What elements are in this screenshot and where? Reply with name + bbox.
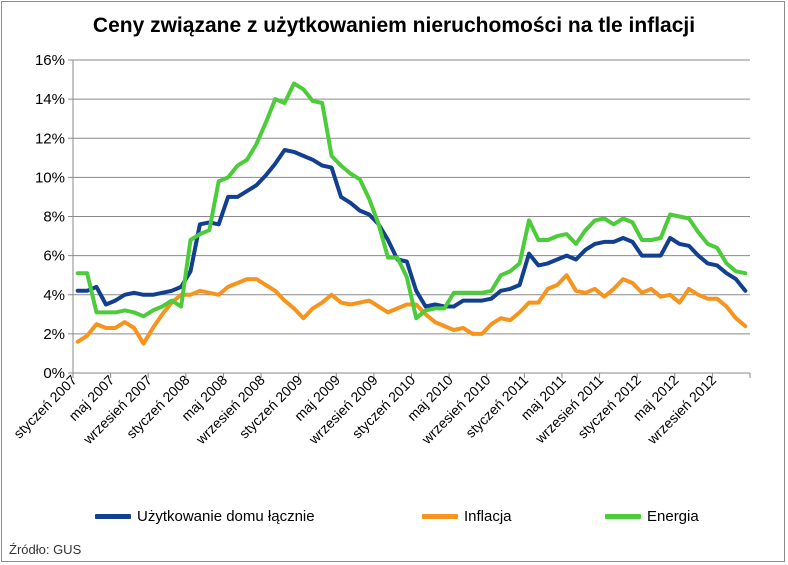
y-tick-label: 4% [43, 287, 65, 304]
series-lines [75, 81, 748, 346]
y-tick-label: 12% [35, 130, 65, 147]
legend-swatch-uzytkowanie [95, 514, 131, 519]
y-tick-label: 2% [43, 326, 65, 343]
legend-item-inflacja: Inflacja [422, 508, 512, 525]
y-axis-ticks: 0% 2% 4% 6% 8% 10% 12% 14% 16% [35, 52, 73, 382]
y-tick-label: 16% [35, 52, 65, 69]
y-tick-label: 8% [43, 209, 65, 226]
series-line-0 [75, 148, 748, 309]
series-line-2 [75, 81, 748, 321]
chart-title: Ceny związane z użytkowaniem nieruchomoś… [92, 14, 696, 37]
legend-swatch-energia [605, 514, 641, 519]
x-tick-label: styczeń 2007 [10, 372, 80, 442]
y-tick-label: 0% [43, 365, 65, 382]
y-tick-label: 14% [35, 91, 65, 108]
y-tick-label: 6% [43, 248, 65, 265]
legend-label-energia: Energia [647, 508, 699, 525]
y-tick-label: 10% [35, 169, 65, 186]
legend: Użytkowanie domu łącznie Inflacja Energi… [0, 508, 788, 532]
legend-label-uzytkowanie: Użytkowanie domu łącznie [137, 508, 315, 525]
legend-item-energia: Energia [605, 508, 699, 525]
legend-swatch-inflacja [422, 514, 458, 519]
source-note: Źródło: GUS [9, 542, 82, 557]
legend-label-inflacja: Inflacja [464, 508, 512, 525]
gridlines [73, 59, 750, 335]
legend-item-uzytkowanie: Użytkowanie domu łącznie [95, 508, 315, 525]
